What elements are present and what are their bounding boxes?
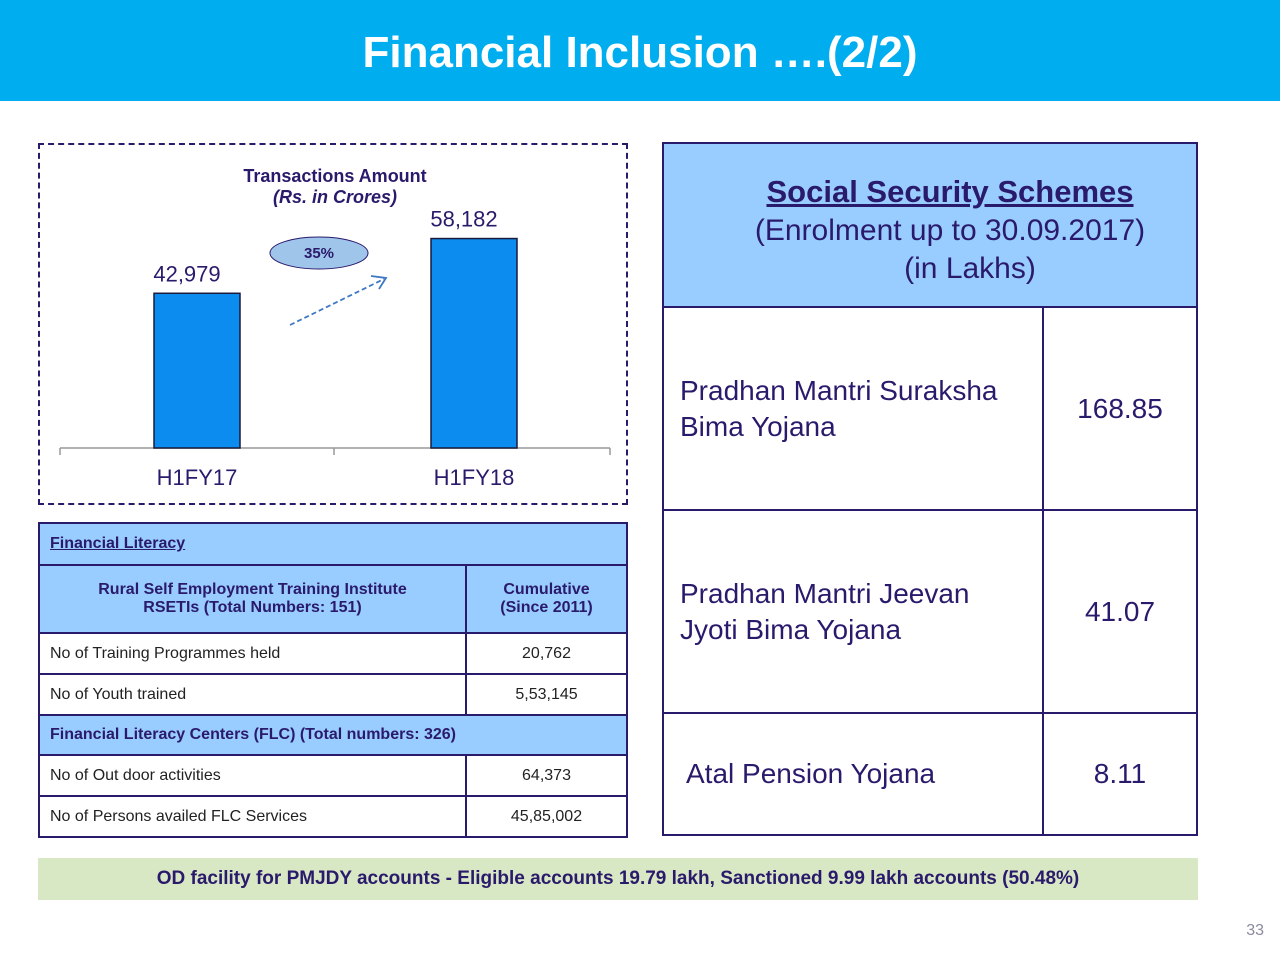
scheme-value: 8.11: [1042, 712, 1198, 836]
row-value: 45,85,002: [465, 795, 628, 838]
scheme-value: 168.85: [1042, 306, 1198, 511]
cumulative-header-line1: Cumulative: [503, 581, 590, 598]
scheme-name: Pradhan Mantri Suraksha Bima Yojana: [662, 306, 1044, 511]
bar-h1fy18: [430, 237, 518, 449]
growth-label: 35%: [304, 245, 334, 262]
bar-h1fy17: [153, 292, 241, 449]
rseti-header: Rural Self Employment Training Institute…: [38, 564, 467, 634]
growth-arrow: [289, 278, 385, 326]
row-value: 20,762: [465, 632, 628, 675]
row-label: No of Persons availed FLC Services: [38, 795, 467, 838]
scheme-name-line1: Pradhan Mantri Suraksha: [680, 374, 998, 406]
literacy-section-header: Financial Literacy: [38, 522, 628, 566]
slide-title: Financial Inclusion ….(2/2): [362, 28, 918, 77]
cumulative-header: Cumulative (Since 2011): [465, 564, 628, 634]
row-label: No of Youth trained: [38, 673, 467, 716]
scheme-name: Atal Pension Yojana: [662, 712, 1044, 836]
row-label: No of Training Programmes held: [38, 632, 467, 675]
page-number: 33: [1246, 922, 1264, 939]
row-label: No of Out door activities: [38, 754, 467, 797]
transactions-chart: Transactions Amount (Rs. in Crores) 42,9…: [38, 143, 628, 505]
table-row: No of Youth trained 5,53,145: [38, 673, 628, 716]
table-row: No of Persons availed FLC Services 45,85…: [38, 795, 628, 838]
social-security-unit: (in Lakhs): [904, 252, 1036, 285]
financial-literacy-table: Financial Literacy Rural Self Employment…: [38, 522, 628, 838]
scheme-name-line1: Atal Pension Yojana: [686, 758, 936, 789]
social-security-title: Social Security Schemes: [766, 174, 1134, 209]
scheme-name-line2: Jyoti Bima Yojana: [680, 613, 902, 645]
table-row: No of Training Programmes held 20,762: [38, 632, 628, 675]
od-facility-banner: OD facility for PMJDY accounts - Eligibl…: [38, 858, 1198, 900]
scheme-name-line2: Bima Yojana: [680, 410, 836, 442]
social-security-header: Social Security Schemes (Enrolment up to…: [662, 142, 1198, 308]
table-row: Pradhan Mantri Jeevan Jyoti Bima Yojana …: [662, 509, 1198, 714]
rseti-header-line1: Rural Self Employment Training Institute: [98, 581, 407, 598]
chart-subtitle: (Rs. in Crores): [272, 187, 398, 207]
literacy-section-title: Financial Literacy: [50, 535, 186, 552]
chart-canvas: 42,979 H1FY17 58,182 H1FY18 35%: [59, 207, 611, 490]
social-security-table: Social Security Schemes (Enrolment up to…: [662, 142, 1198, 836]
chart-title: Transactions Amount: [243, 166, 427, 186]
bar-value-label: 42,979: [153, 261, 220, 286]
growth-arrow-head: [370, 275, 388, 290]
x-tick-label: H1FY18: [434, 465, 515, 490]
title-bar: Financial Inclusion ….(2/2): [0, 0, 1280, 101]
scheme-name: Pradhan Mantri Jeevan Jyoti Bima Yojana: [662, 509, 1044, 714]
social-security-subtitle: (Enrolment up to 30.09.2017): [754, 214, 1146, 247]
table-row: No of Out door activities 64,373: [38, 754, 628, 797]
row-value: 5,53,145: [465, 673, 628, 716]
x-tick-label: H1FY17: [157, 465, 238, 490]
row-value: 64,373: [465, 754, 628, 797]
scheme-value: 41.07: [1042, 509, 1198, 714]
flc-header: Financial Literacy Centers (FLC) (Total …: [38, 714, 628, 756]
bar-value-label: 58,182: [430, 207, 497, 232]
growth-badge: [269, 236, 369, 270]
table-row: Pradhan Mantri Suraksha Bima Yojana 168.…: [662, 306, 1198, 511]
rseti-header-line2: RSETIs (Total Numbers: 151): [143, 599, 362, 616]
cumulative-header-line2: (Since 2011): [500, 599, 593, 616]
table-row: Atal Pension Yojana 8.11: [662, 712, 1198, 836]
scheme-name-line1: Pradhan Mantri Jeevan: [680, 577, 970, 609]
